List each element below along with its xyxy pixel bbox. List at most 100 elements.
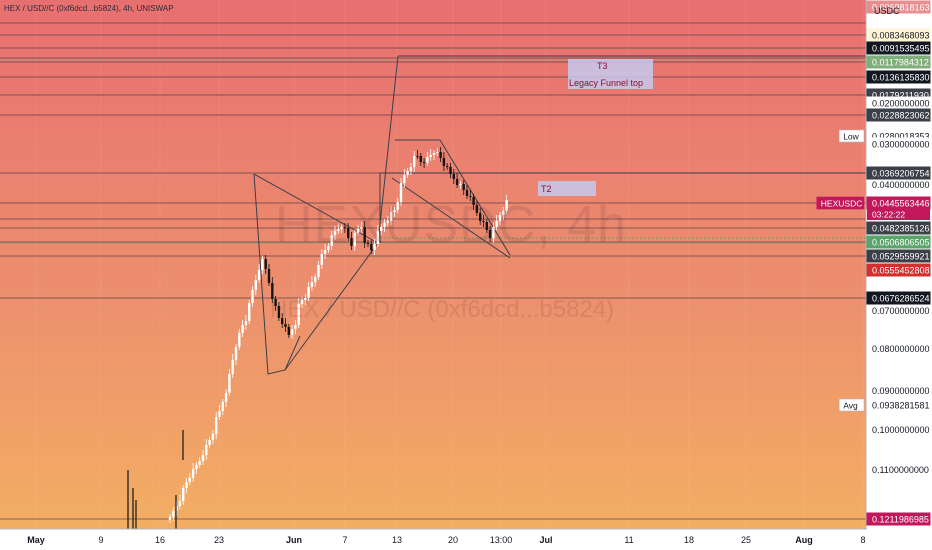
price-badge[interactable]: 0.1211986985 [866, 512, 931, 526]
candle-body [175, 506, 178, 511]
side-label-text: HEXUSDC [821, 199, 863, 209]
candle-body [264, 259, 267, 269]
candle [488, 226, 492, 242]
price-tick-label: 0.1000000000 [872, 425, 930, 435]
price-badge-value: 0.0136135830 [872, 73, 930, 83]
candle-body [422, 162, 426, 163]
candle-body [485, 222, 488, 230]
candle [261, 256, 264, 274]
candle [205, 439, 208, 460]
candle [330, 231, 333, 250]
candle-body [218, 411, 221, 417]
price-badge[interactable]: 0.0091535495 [866, 41, 931, 55]
candle-body [201, 455, 205, 461]
candle [175, 501, 178, 516]
price-badge[interactable]: 0.0555452808 [866, 263, 931, 277]
candle [244, 315, 248, 330]
candle-body [409, 167, 413, 171]
candle [264, 255, 267, 274]
candle-body [416, 156, 419, 157]
target-zone-t3[interactable]: T3 Legacy Funnel top [568, 59, 653, 89]
time-tick-label: 23 [214, 535, 224, 545]
candle [251, 286, 254, 307]
symbol-header[interactable]: HEX / USD//C (0xf6dcd...b5824), 4h, UNIS… [4, 4, 174, 13]
candle-body [205, 445, 208, 455]
candle-body [475, 205, 479, 213]
price-badge-value: 0.0280018353 [872, 132, 930, 142]
candle-body [267, 269, 271, 283]
price-badge[interactable]: 0.0200000000 [866, 96, 931, 110]
zone-rect [538, 181, 596, 196]
candle [347, 223, 350, 241]
candle [224, 389, 228, 407]
candle-body [234, 347, 238, 360]
price-badge[interactable]: 0.0482385126 [866, 221, 931, 235]
candle [469, 190, 472, 201]
candle [277, 302, 281, 321]
price-badge[interactable]: 0.0083468093 [866, 28, 931, 42]
price-tick-label: 0.0900000000 [872, 386, 930, 396]
price-badge[interactable]: 0.0300000000 [866, 137, 931, 151]
candle [419, 153, 422, 166]
candle [274, 296, 277, 311]
time-axis[interactable]: May 9 16 23 Jun 7 13 20 13:00 Jul 11 18 25 Aug 8 [0, 528, 866, 550]
price-badge-value: 0.0506806505 [872, 238, 930, 248]
side-label-bg [838, 398, 865, 412]
time-tick-label: 11 [624, 535, 633, 545]
price-badge[interactable]: 0.0938281581 Avg [838, 398, 931, 412]
candle [221, 399, 224, 415]
candle [188, 473, 191, 485]
candle-body [208, 440, 211, 445]
price-badge[interactable]: 0.0228823062 [866, 108, 931, 122]
price-badge-bg [866, 137, 931, 151]
bar-countdown: 03:22:22 [872, 210, 905, 220]
price-badge[interactable]: 0.0506806505 [866, 235, 931, 249]
price-badge[interactable]: 0.0445563446 HEXUSDC 03:22:22 [816, 196, 931, 220]
price-badge[interactable]: 0.0676286524 [866, 291, 931, 305]
candle [211, 430, 215, 444]
target-zone-t2[interactable]: T2 [538, 181, 596, 196]
candle-body [314, 277, 317, 282]
candle [218, 405, 221, 420]
candle-body [455, 179, 459, 185]
price-axis[interactable]: 0.0400000000 0.0700000000 0.0800000000 0.09… [816, 0, 932, 550]
candle [198, 457, 201, 468]
candle [271, 277, 274, 303]
price-tick-label: 0.1100000000 [872, 465, 929, 475]
breakout-line [377, 55, 399, 244]
candle-body [439, 152, 442, 158]
candle [426, 152, 429, 166]
price-badge[interactable]: 0.0529559921 [866, 249, 931, 263]
candle-body [498, 215, 502, 221]
candle [373, 239, 376, 255]
candle [178, 495, 182, 509]
candle-body [449, 167, 452, 174]
candle [215, 412, 218, 439]
price-badge[interactable]: 0.0136135830 [866, 70, 931, 84]
candle [182, 485, 185, 505]
price-badge[interactable]: 0.0369206754 [866, 166, 931, 180]
candle [304, 294, 307, 305]
candle-body [320, 254, 323, 265]
candle-body [366, 243, 370, 244]
candle-body [323, 250, 327, 254]
candle [482, 215, 485, 227]
candle [498, 212, 502, 225]
price-badge[interactable]: 0.0117984312 [866, 55, 931, 69]
price-badge-bg [866, 166, 931, 180]
candle-body [304, 298, 307, 300]
candle [333, 226, 337, 240]
candle-body [188, 478, 191, 482]
price-badge-value: 0.0938281581 [872, 401, 930, 411]
candle-body [317, 265, 320, 277]
candle [231, 354, 234, 378]
price-badge[interactable]: 0.0069818163 [866, 0, 931, 14]
price-badge-bg [866, 221, 931, 235]
candle-body [254, 280, 257, 290]
candle-body [462, 184, 465, 190]
price-badge-bg [866, 28, 931, 42]
candle [455, 173, 459, 188]
candle [317, 261, 320, 280]
